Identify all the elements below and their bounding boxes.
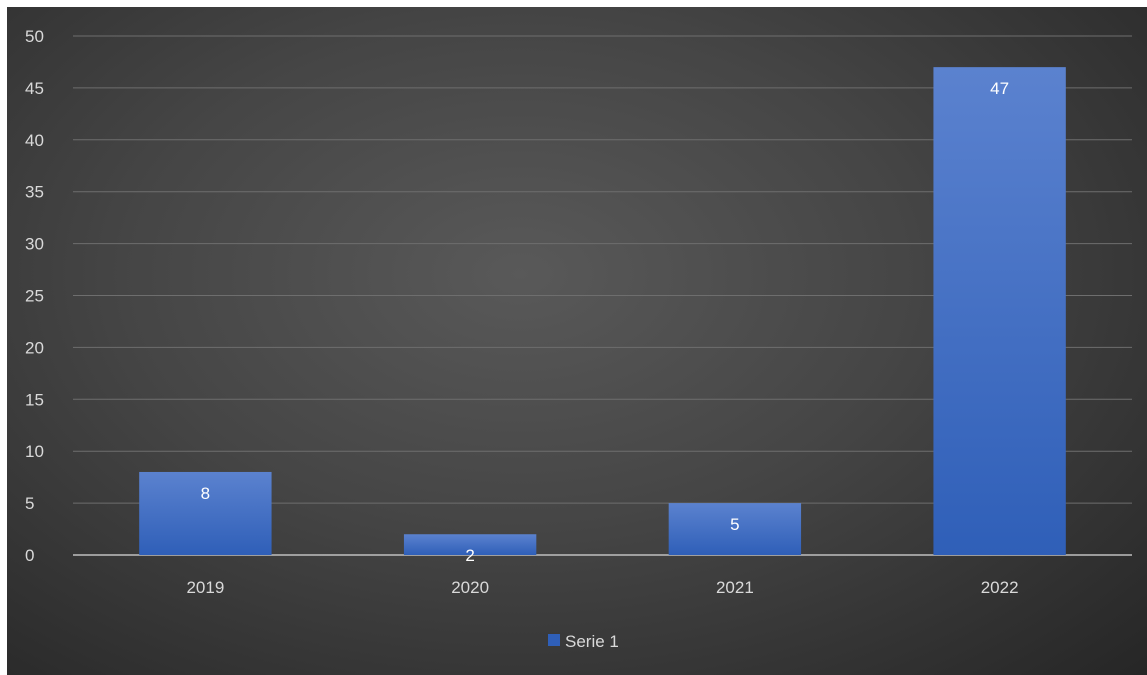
data-label: 8 <box>201 484 210 503</box>
bars: 8 2 5 47 <box>139 67 1066 565</box>
y-tick-label: 20 <box>25 338 44 357</box>
y-tick-label: 5 <box>25 494 34 513</box>
bar-2019 <box>139 471 272 555</box>
bar-2021 <box>668 503 802 555</box>
y-tick-label: 40 <box>25 131 44 150</box>
y-tick-label: 35 <box>25 183 44 202</box>
chart-area: 0 5 10 15 20 25 30 35 40 45 50 8 2 5 47 2019 2020 2021 2… <box>7 7 1147 675</box>
y-tick-label: 15 <box>25 390 44 409</box>
y-tick-label: 10 <box>25 442 44 461</box>
data-label: 2 <box>465 546 474 565</box>
legend-swatch <box>548 634 560 646</box>
bar-2020 <box>403 534 537 555</box>
x-tick-label: 2021 <box>716 578 754 597</box>
legend: Serie 1 <box>548 632 619 651</box>
data-label: 47 <box>990 79 1009 98</box>
x-tick-label: 2020 <box>451 578 489 597</box>
y-axis: 0 5 10 15 20 25 30 35 40 45 50 <box>25 27 44 565</box>
y-tick-label: 45 <box>25 79 44 98</box>
legend-label: Serie 1 <box>565 632 619 651</box>
y-tick-label: 0 <box>25 546 34 565</box>
y-tick-label: 50 <box>25 27 44 46</box>
bar-2022 <box>933 67 1066 555</box>
data-label: 5 <box>730 515 739 534</box>
x-tick-label: 2019 <box>186 578 224 597</box>
x-tick-label: 2022 <box>981 578 1019 597</box>
y-tick-label: 30 <box>25 235 44 254</box>
x-axis: 2019 2020 2021 2022 <box>186 578 1018 597</box>
y-tick-label: 25 <box>25 287 44 306</box>
